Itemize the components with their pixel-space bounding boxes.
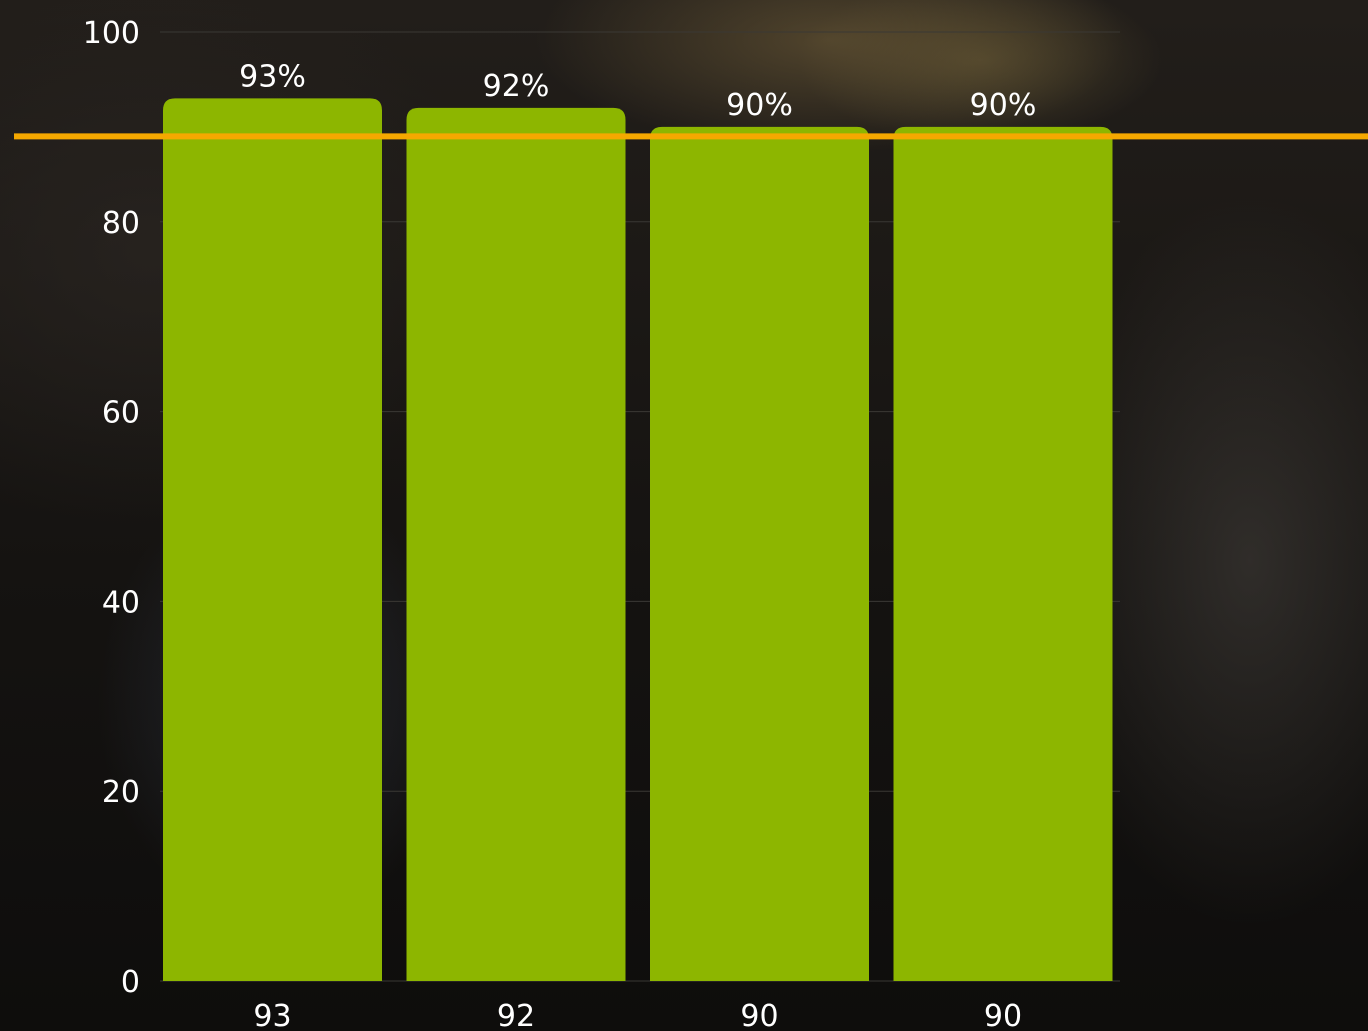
x-axis: 93 92 90 90 (253, 999, 1022, 1031)
x-tick-label: 92 (497, 999, 535, 1031)
data-labels: 93% 92% 90% 90% (239, 59, 1036, 122)
bar (650, 126, 869, 981)
y-tick-label: 100 (83, 16, 140, 51)
y-tick-label: 0 (121, 965, 140, 1000)
y-tick-label: 80 (102, 206, 140, 241)
x-tick-label: 90 (984, 999, 1022, 1031)
data-label: 93% (239, 59, 306, 94)
bar (406, 107, 626, 982)
y-axis: 0 20 40 60 80 100 (83, 16, 140, 1000)
x-tick-label: 93 (253, 999, 291, 1031)
y-tick-label: 60 (102, 396, 140, 431)
data-label: 92% (483, 69, 550, 104)
y-tick-label: 40 (102, 585, 140, 620)
bar (163, 98, 382, 982)
data-label: 90% (970, 88, 1037, 123)
bar (893, 126, 1113, 981)
x-tick-label: 90 (740, 999, 778, 1031)
bars (163, 98, 1113, 982)
y-tick-label: 20 (102, 775, 140, 810)
data-label: 90% (726, 88, 793, 123)
